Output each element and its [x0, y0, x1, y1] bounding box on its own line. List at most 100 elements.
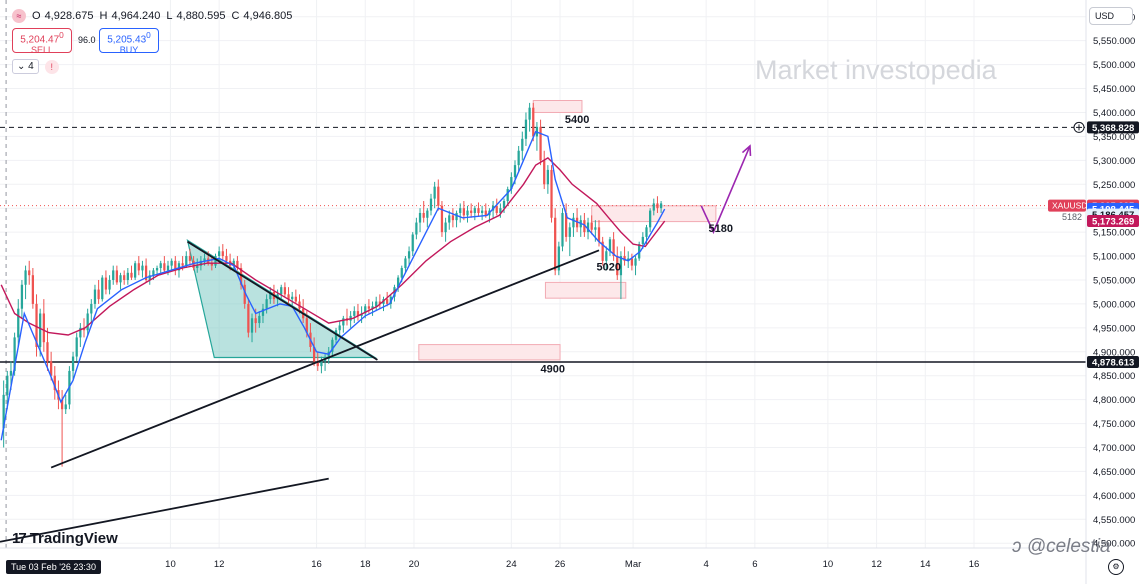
grid-layer	[0, 0, 1086, 548]
candle-body	[513, 165, 517, 178]
candle-body	[20, 284, 24, 309]
low-key: L	[166, 10, 173, 22]
candle-body	[86, 313, 89, 331]
open-key: O	[32, 10, 41, 22]
candle-body	[630, 258, 634, 266]
label-5180: 5180	[709, 223, 733, 235]
currency-swap-icon[interactable]: ≈	[12, 9, 26, 23]
label-5400: 5400	[565, 114, 589, 126]
candle-body	[524, 119, 528, 139]
y-tick-label: 5,100.000	[1093, 252, 1135, 263]
warning-icon[interactable]: !	[44, 59, 59, 74]
price-axis: 4,500.000 4,550.000 4,600.000 4,650.000 4,70…	[1085, 0, 1142, 584]
candle-body	[331, 339, 334, 352]
candle-body	[46, 342, 49, 362]
price-tags-layer: 5,368.8285,205.29501:11:31XAUUSD5,198.44…	[1048, 121, 1139, 369]
indicators-toggle[interactable]: ⌄ 4	[12, 59, 39, 74]
candle-body	[9, 370, 13, 376]
currency-selector[interactable]: USD	[1089, 7, 1133, 25]
trendline-lower-ascending[interactable]	[0, 477, 329, 543]
candle-body	[137, 263, 140, 271]
x-tick-label: Mar	[625, 559, 641, 570]
candle-body	[521, 138, 524, 151]
candle-body	[108, 279, 111, 290]
tag-4878[interactable]	[1087, 356, 1139, 369]
candle-body	[24, 270, 27, 285]
zones-layer	[418, 100, 717, 361]
candle-body	[294, 296, 297, 302]
candle-body	[608, 239, 612, 252]
candle-body	[480, 210, 484, 213]
candle-body	[652, 203, 655, 211]
low-value: 4,880.595	[176, 10, 226, 22]
candle-body	[378, 301, 381, 304]
candle-body	[64, 404, 67, 410]
candle-body	[659, 203, 663, 209]
label-4900: 4900	[540, 363, 564, 375]
y-tick-label: 4,850.000	[1093, 371, 1135, 382]
trendline-descending[interactable]	[187, 240, 378, 361]
candle-body	[510, 177, 513, 190]
y-tick-label: 4,950.000	[1093, 323, 1135, 334]
candle-body	[232, 260, 235, 266]
candle-body	[561, 212, 564, 247]
candle-body	[440, 205, 444, 233]
candle-body	[316, 361, 319, 367]
candle-body	[39, 313, 42, 347]
y-tick-label: 5,300.000	[1093, 156, 1135, 167]
y-tick-label: 5,550.000	[1093, 36, 1135, 47]
candle-body	[225, 256, 228, 261]
zone-5020[interactable]	[544, 281, 627, 299]
candle-body	[342, 318, 345, 326]
y-tick-label: 5,050.000	[1093, 275, 1135, 286]
candle-body	[539, 126, 542, 161]
candle-body	[203, 258, 206, 261]
x-tick-label: 4	[703, 559, 708, 570]
candle-body	[619, 256, 623, 276]
candle-body	[166, 265, 170, 271]
x-tick-label: 14	[920, 559, 931, 570]
moving-averages-layer	[0, 130, 666, 441]
settings-gear-icon[interactable]: ⚙	[1108, 559, 1124, 575]
candle-body	[565, 212, 568, 237]
candle-body	[418, 212, 422, 223]
y-tick-label: 5,450.000	[1093, 84, 1135, 95]
candle-body	[269, 291, 272, 300]
projection-arrow[interactable]	[700, 145, 751, 235]
candle-body	[210, 263, 213, 266]
candle-body	[6, 375, 9, 395]
candle-body	[312, 346, 316, 362]
buy-button[interactable]: 5,205.430 BUY	[99, 28, 159, 55]
trendline-main-ascending[interactable]	[50, 249, 600, 469]
buy-price: 5,205.43	[107, 34, 147, 46]
symbol-tag[interactable]	[1048, 199, 1086, 212]
candle-body	[28, 270, 31, 276]
x-tick-label: 10	[165, 559, 176, 570]
tag-pink-ema[interactable]	[1087, 214, 1139, 227]
candle-body	[115, 270, 119, 283]
candle-body	[396, 277, 400, 288]
trendlines-layer	[0, 240, 600, 543]
candle-body	[411, 234, 414, 252]
y-tick-label: 5,500.000	[1093, 60, 1135, 71]
sell-button[interactable]: 5,204.470 SELL	[12, 28, 72, 55]
candle-body	[371, 306, 374, 309]
tradingview-logo[interactable]: 17 TradingView	[12, 530, 118, 547]
ema-slow-line[interactable]	[0, 157, 666, 336]
candle-body	[627, 258, 630, 261]
candle-body	[375, 301, 378, 307]
candle-body	[218, 251, 221, 257]
x-tick-label: 20	[409, 559, 420, 570]
zone-4900[interactable]	[418, 344, 561, 361]
candle-body	[50, 361, 53, 376]
tag-5368[interactable]	[1087, 121, 1139, 134]
candle-body	[623, 256, 626, 261]
zone-5400[interactable]	[532, 100, 583, 113]
indicator-count: 4	[28, 61, 34, 72]
candle-body	[101, 277, 104, 300]
x-tick-label: 10	[823, 559, 834, 570]
ema-fast-line[interactable]	[0, 130, 666, 441]
candle-body	[214, 256, 217, 266]
